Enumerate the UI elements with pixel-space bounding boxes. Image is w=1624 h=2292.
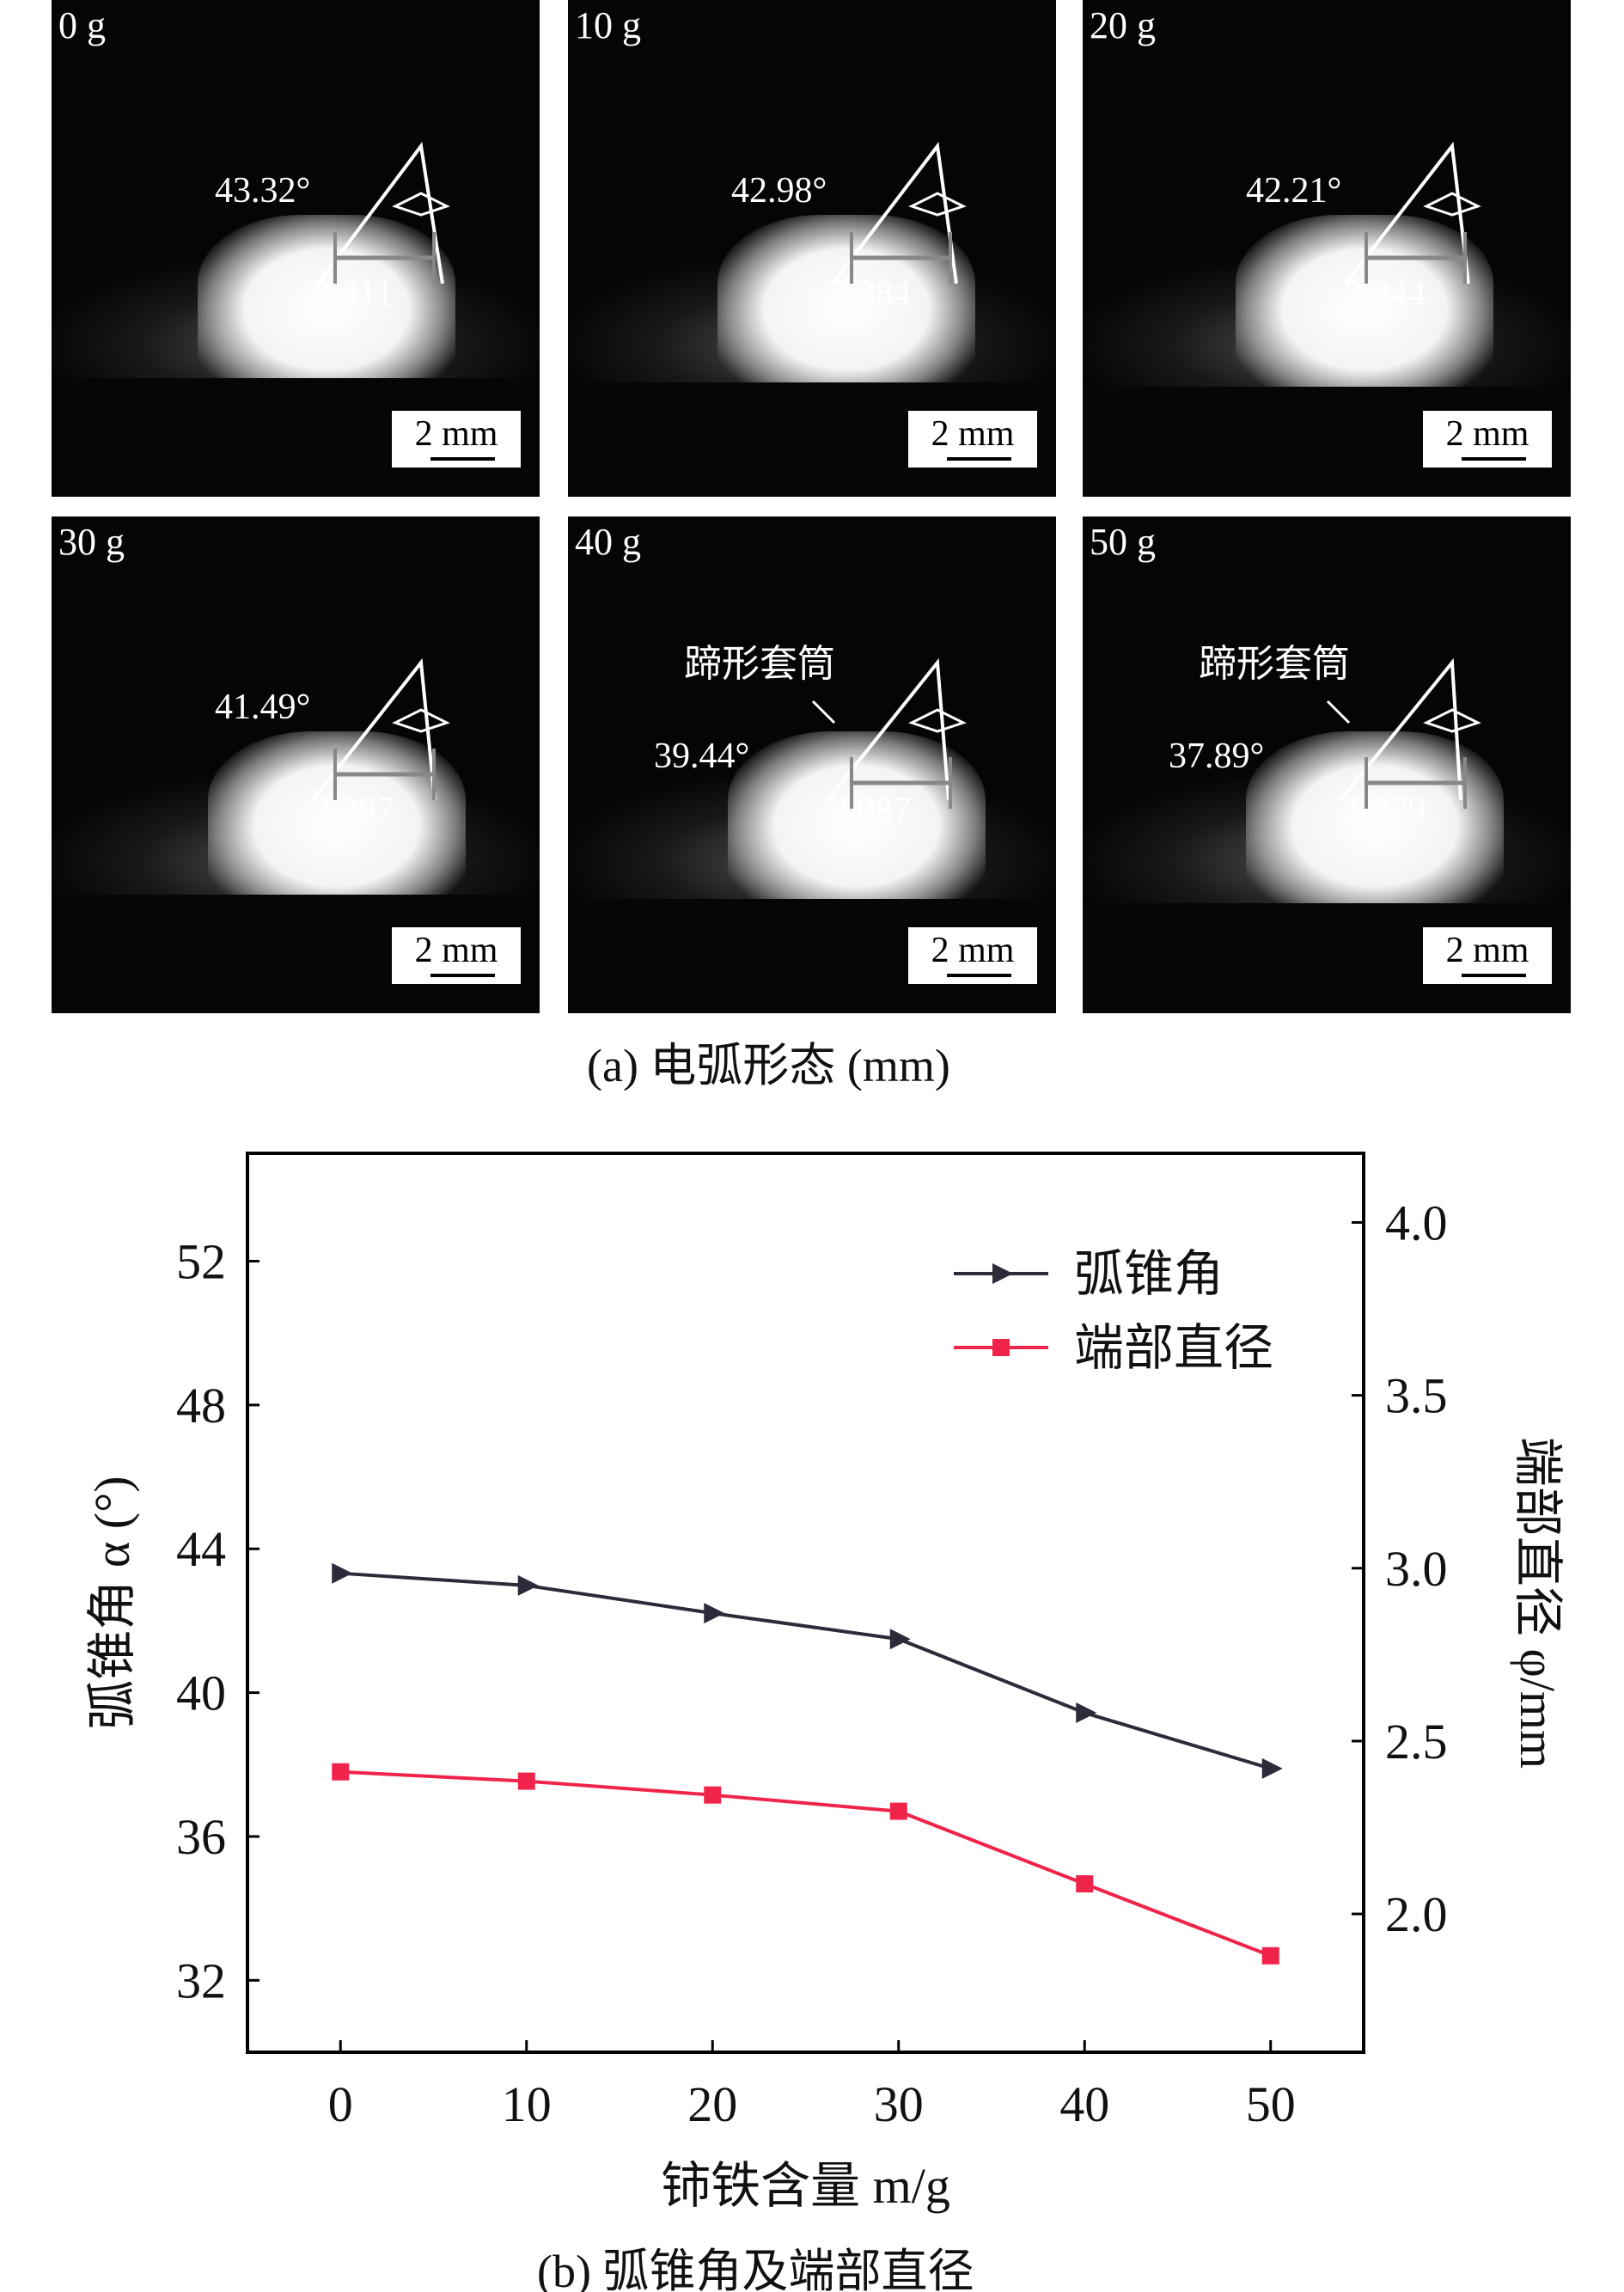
y-tick-label: 32 xyxy=(176,1953,226,2008)
legend-label: 弧锥角 xyxy=(1074,1246,1224,1302)
arc-photo-panel: 20 g 42.21° 2.344 2 mm xyxy=(1083,0,1571,497)
sleeve-annotation: 蹄形套筒 xyxy=(684,643,835,685)
scale-bar-label: 2 mm xyxy=(414,931,498,970)
scale-bar-label: 2 mm xyxy=(414,414,498,454)
x-axis-label: 铈铁含量 m/g xyxy=(661,2158,950,2214)
y-tick-label: 40 xyxy=(176,1666,226,1721)
scale-bar: 2 mm xyxy=(392,927,521,984)
data-point xyxy=(889,1802,907,1820)
data-point xyxy=(704,1786,722,1804)
tip-diameter-value: 2.344 xyxy=(1345,274,1426,314)
arc-photo-panel: 50 g 37.89° 1.879 蹄形套筒 2 mm xyxy=(1083,516,1571,1013)
x-tick-label: 40 xyxy=(1059,2076,1109,2132)
cone-angle-marker xyxy=(311,657,450,802)
arc-photo-panel: 0 g 43.32° 2.411 2 mm xyxy=(52,0,540,497)
cone-angle-value: 42.98° xyxy=(731,171,827,211)
cone-angle-value: 43.32° xyxy=(215,171,311,211)
data-point xyxy=(517,1574,539,1596)
legend-label: 端部直径 xyxy=(1074,1320,1273,1376)
scale-bar-label: 2 mm xyxy=(1445,414,1529,454)
cone-angle-value: 39.44° xyxy=(654,736,750,776)
y-tick-label: 36 xyxy=(176,1809,226,1865)
series-line-angle xyxy=(340,1571,1272,1770)
scale-bar: 2 mm xyxy=(908,927,1037,984)
y2-tick-label: 3.0 xyxy=(1385,1541,1448,1597)
y2-tick-label: 4.0 xyxy=(1385,1195,1448,1250)
data-point xyxy=(517,1772,535,1790)
data-point xyxy=(1261,1757,1283,1779)
data-point xyxy=(704,1603,725,1624)
scale-bar: 2 mm xyxy=(908,411,1037,468)
data-point xyxy=(332,1562,353,1584)
cone-angle-marker xyxy=(1326,657,1481,809)
cone-angle-marker xyxy=(811,657,967,809)
y-tick-label: 48 xyxy=(176,1378,226,1433)
panel-label: 10 g xyxy=(575,4,641,46)
scale-bar-label: 2 mm xyxy=(931,931,1015,970)
tip-diameter-value: 2.297 xyxy=(314,791,395,830)
line-chart: 0 10 20 30 40 50 32 36 40 44 48 52 2.0 2.5 3.0 3.5 4.0 铈铁… xyxy=(84,1152,1566,2214)
tip-diameter-value: 2.087 xyxy=(830,791,912,830)
data-point xyxy=(1261,1947,1279,1965)
tip-diameter-value: 1.879 xyxy=(1345,791,1426,830)
caption-b: (b) 弧锥角及端部直径 xyxy=(537,2246,974,2292)
y-tick-label: 44 xyxy=(176,1521,226,1577)
caption-a: (a) 电弧形态 (mm) xyxy=(587,1040,950,1091)
legend-marker xyxy=(992,1339,1010,1356)
x-tick-label: 20 xyxy=(687,2076,737,2132)
arc-photo-panel: 40 g 39.44° 2.087 蹄形套筒 2 mm xyxy=(568,516,1056,1013)
plot-frame xyxy=(246,1152,1365,2054)
y-tick-label: 52 xyxy=(176,1234,226,1290)
scale-bar: 2 mm xyxy=(1423,411,1552,468)
y2-tick-label: 2.0 xyxy=(1385,1886,1448,1942)
arc-photo-panel: 30 g 41.49° 2.297 2 mm xyxy=(52,516,540,1013)
scale-bar: 2 mm xyxy=(392,411,521,468)
data-point xyxy=(1076,1702,1097,1724)
cone-angle-marker xyxy=(831,141,967,285)
sleeve-annotation: 蹄形套筒 xyxy=(1199,643,1350,685)
data-point xyxy=(889,1629,911,1650)
scale-bar: 2 mm xyxy=(1423,927,1552,984)
cone-angle-marker xyxy=(316,142,450,285)
scale-bar-label: 2 mm xyxy=(1445,931,1529,970)
tip-diameter-value: 2.384 xyxy=(830,274,912,314)
y2-axis-label: 端部直径 φ/mm xyxy=(1510,1437,1566,1769)
data-point xyxy=(1076,1875,1094,1893)
x-tick-label: 10 xyxy=(502,2076,552,2132)
panel-label: 40 g xyxy=(575,521,641,563)
x-tick-label: 50 xyxy=(1246,2076,1296,2132)
tip-diameter-value: 2.411 xyxy=(314,274,394,314)
scale-bar-label: 2 mm xyxy=(931,414,1015,454)
panel-label: 20 g xyxy=(1090,4,1156,46)
panel-label: 0 g xyxy=(58,4,106,46)
data-point xyxy=(332,1763,350,1781)
cone-angle-value: 41.49° xyxy=(215,688,311,727)
y-axis-label: 弧锥角 α (°) xyxy=(84,1476,140,1729)
x-tick-label: 30 xyxy=(874,2076,924,2132)
legend-marker xyxy=(992,1263,1013,1284)
cone-angle-value: 37.89° xyxy=(1169,736,1265,776)
x-tick-label: 0 xyxy=(328,2076,353,2132)
panel-label: 30 g xyxy=(58,521,125,563)
cone-angle-value: 42.21° xyxy=(1246,171,1342,211)
panel-label: 50 g xyxy=(1090,521,1156,563)
y2-tick-label: 2.5 xyxy=(1385,1714,1448,1769)
series-line-diameter xyxy=(340,1769,1272,1958)
y2-tick-label: 3.5 xyxy=(1385,1368,1448,1424)
cone-angle-marker xyxy=(1344,141,1481,285)
arc-photo-panel: 10 g 42.98° 2.384 2 mm xyxy=(568,0,1056,497)
